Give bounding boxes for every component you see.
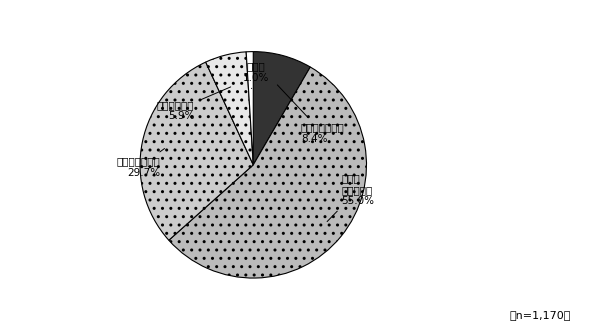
Text: 多少は
知っている
55.0%: 多少は 知っている 55.0% [327, 173, 375, 221]
Wedge shape [206, 52, 253, 165]
Text: （n=1,170）: （n=1,170） [510, 310, 571, 320]
Wedge shape [140, 62, 253, 240]
Text: あまり知らない
29.7%: あまり知らない 29.7% [117, 149, 164, 178]
Wedge shape [246, 52, 253, 165]
Text: 無回答
1.0%: 無回答 1.0% [242, 61, 269, 89]
Text: 全く知らない
5.9%: 全く知らない 5.9% [157, 87, 231, 121]
Wedge shape [169, 67, 366, 278]
Wedge shape [253, 52, 310, 165]
Text: よく知っている
8.4%: よく知っている 8.4% [277, 85, 345, 144]
